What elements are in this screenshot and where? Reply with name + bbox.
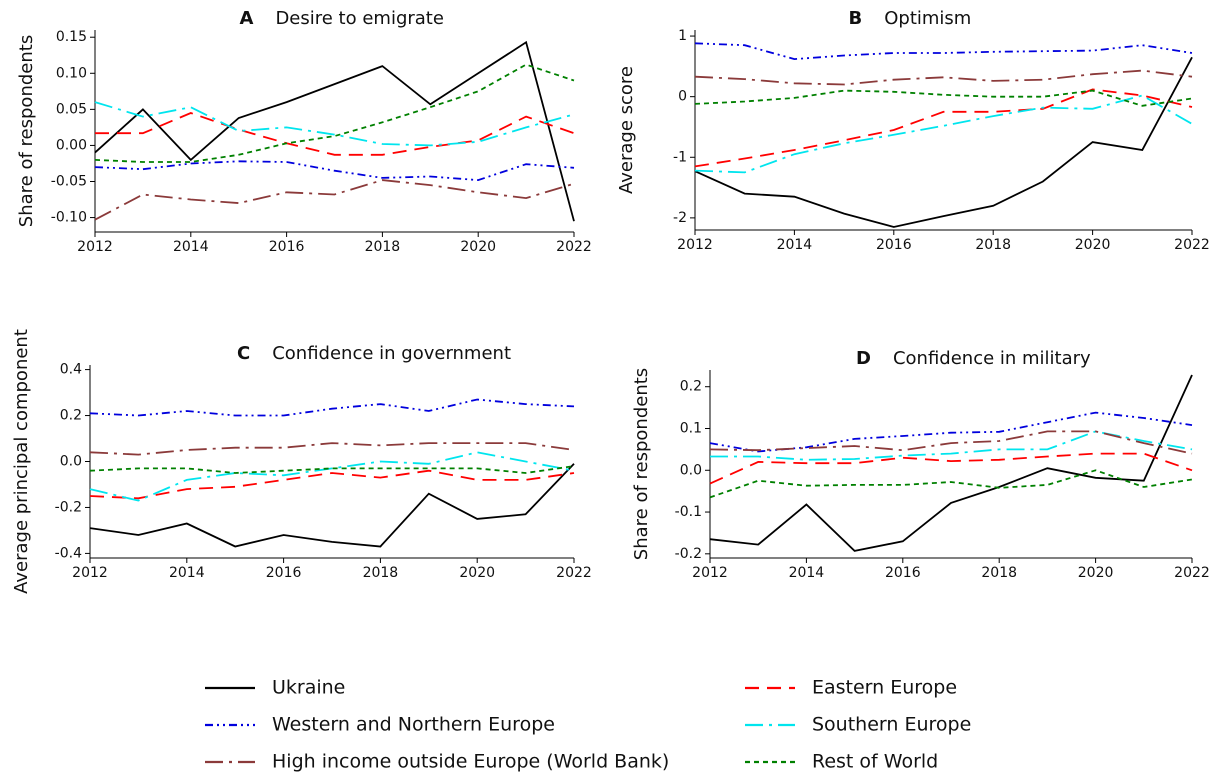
series-line xyxy=(694,69,1193,86)
x-tick-label: 2012 xyxy=(677,237,713,253)
panel: -0.10 -0.05 0.00 0.05 0.10 0.15 2012 2014 2016 20… xyxy=(16,8,592,255)
series-line xyxy=(89,465,575,474)
panel-label: A xyxy=(240,8,254,29)
panel: -2 -1 0 1 2012 2014 2016 2018 2020 2022 B Optimism A… xyxy=(616,8,1210,253)
y-tick-label: -0.10 xyxy=(51,210,87,226)
series-line xyxy=(94,101,575,147)
series-line xyxy=(89,463,575,548)
legend-label: Western and Northern Europe xyxy=(272,714,555,736)
series-line xyxy=(709,469,1193,499)
panel: -0.2 -0.1 0.0 0.1 0.2 2012 2014 2016 2018 2020 202… xyxy=(631,348,1210,581)
series-line xyxy=(94,40,575,222)
series-line xyxy=(94,179,575,221)
series-line xyxy=(89,469,575,500)
x-tick-label: 2016 xyxy=(269,239,305,255)
series-line xyxy=(89,451,575,502)
x-tick-label: 2018 xyxy=(981,565,1017,581)
y-tick-label: 0.1 xyxy=(680,420,702,436)
y-tick-label: -0.2 xyxy=(675,546,702,562)
y-axis-label: Average principal component xyxy=(11,329,32,594)
y-tick-label: 0 xyxy=(678,89,687,105)
x-tick-label: 2020 xyxy=(459,565,495,581)
x-tick-label: 2014 xyxy=(789,565,825,581)
x-tick-label: 2018 xyxy=(363,565,399,581)
y-tick-label: -0.4 xyxy=(55,545,82,561)
title-text: Desire to emigrate xyxy=(275,8,444,29)
legend-label: High income outside Europe (World Bank) xyxy=(272,751,669,773)
x-tick-label: 2014 xyxy=(777,237,813,253)
y-tick-label: 0.05 xyxy=(56,101,87,117)
y-tick-label: 0.0 xyxy=(60,454,82,470)
x-tick-label: 2016 xyxy=(876,237,912,253)
panel-label: D xyxy=(856,348,871,369)
y-tick-label: 0.2 xyxy=(680,379,702,395)
y-tick-label: 0.4 xyxy=(60,362,82,378)
x-tick-label: 2022 xyxy=(556,239,592,255)
title-text: Confidence in government xyxy=(272,343,511,364)
y-axis-label: Share of respondents xyxy=(631,368,652,560)
legend-label: Ukraine xyxy=(272,677,345,699)
series-line xyxy=(694,89,1193,107)
panel-label: C xyxy=(237,343,250,364)
x-tick-label: 2014 xyxy=(173,239,209,255)
panel: -0.4 -0.2 0.0 0.2 0.4 2012 2014 2016 2018 2020 202… xyxy=(11,329,592,594)
series-line xyxy=(694,42,1193,61)
y-tick-label: 0.10 xyxy=(56,65,87,81)
y-tick-label: -0.2 xyxy=(55,499,82,515)
x-tick-label: 2016 xyxy=(266,565,302,581)
series-line xyxy=(89,442,575,456)
y-tick-label: -0.05 xyxy=(51,174,87,190)
title-text: Optimism xyxy=(884,8,971,29)
y-tick-label: -0.1 xyxy=(675,504,702,520)
series-line xyxy=(709,452,1193,485)
series-line xyxy=(710,430,1193,461)
series-line xyxy=(694,94,1193,174)
series-line xyxy=(95,112,575,156)
x-tick-label: 2022 xyxy=(556,565,592,581)
legend-label: Southern Europe xyxy=(812,714,971,736)
y-tick-label: 0.15 xyxy=(56,29,87,45)
series-line xyxy=(709,430,1193,455)
panel-title: C Confidence in government xyxy=(237,343,511,364)
x-tick-label: 2020 xyxy=(1075,237,1111,253)
legend-label: Eastern Europe xyxy=(812,677,957,699)
x-tick-label: 2012 xyxy=(692,565,728,581)
panel-title: B Optimism xyxy=(849,8,972,29)
series-line xyxy=(694,56,1193,228)
y-tick-label: 0.00 xyxy=(56,137,87,153)
x-tick-label: 2022 xyxy=(1174,237,1210,253)
y-tick-label: 0.2 xyxy=(60,408,82,424)
x-tick-label: 2014 xyxy=(169,565,205,581)
x-tick-label: 2018 xyxy=(975,237,1011,253)
x-tick-label: 2020 xyxy=(1078,565,1114,581)
y-tick-label: -1 xyxy=(673,149,687,165)
series-line xyxy=(94,160,575,182)
x-tick-label: 2012 xyxy=(72,565,108,581)
y-axis-label: Share of respondents xyxy=(16,35,37,227)
y-axis-label: Average score xyxy=(616,66,637,194)
x-tick-label: 2012 xyxy=(77,239,113,255)
series-line xyxy=(709,411,1193,453)
series-line xyxy=(709,374,1193,552)
panel-title: A Desire to emigrate xyxy=(240,8,444,29)
panel-label: B xyxy=(849,8,863,29)
series-line xyxy=(94,63,575,163)
panel-title: D Confidence in military xyxy=(856,348,1091,369)
legend-label: Rest of World xyxy=(812,751,938,773)
x-tick-label: 2016 xyxy=(885,565,921,581)
y-tick-label: 0.0 xyxy=(680,462,702,478)
y-tick-label: 1 xyxy=(678,28,687,44)
x-tick-label: 2020 xyxy=(460,239,496,255)
x-tick-label: 2018 xyxy=(365,239,401,255)
y-tick-label: -2 xyxy=(673,210,687,226)
series-line xyxy=(89,398,575,417)
series-line xyxy=(694,88,1193,168)
x-tick-label: 2022 xyxy=(1174,565,1210,581)
title-text: Confidence in military xyxy=(893,348,1091,369)
